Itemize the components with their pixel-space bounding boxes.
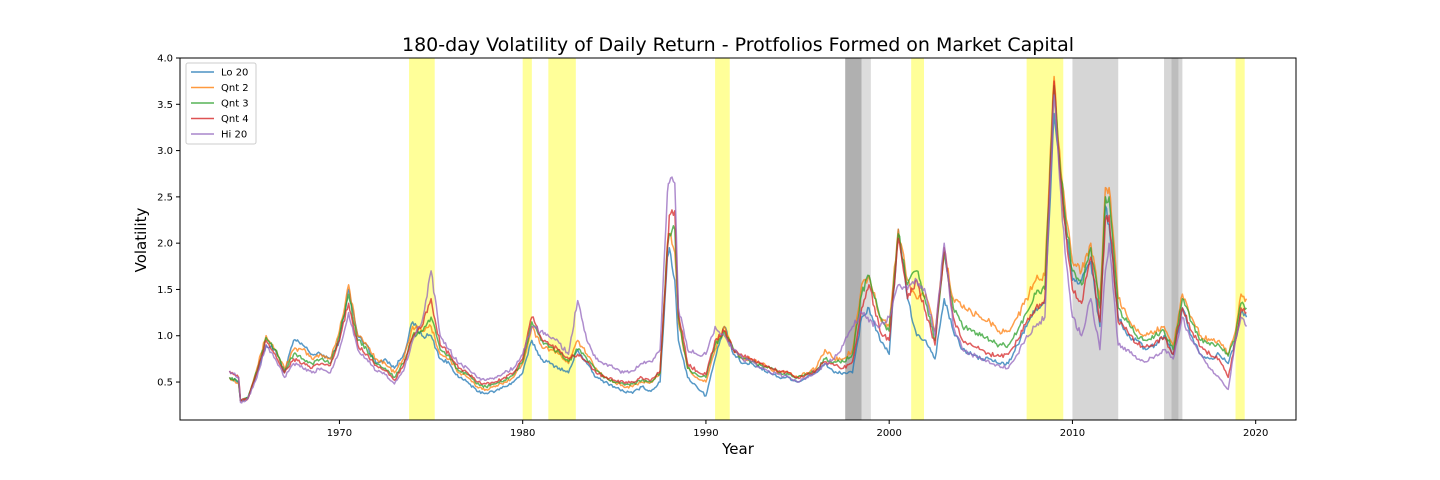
y-tick-label: 3.5 bbox=[157, 100, 173, 111]
y-axis-label: Volatility bbox=[132, 207, 150, 272]
x-tick-label: 1970 bbox=[327, 428, 352, 439]
shaded-region-6 bbox=[911, 58, 924, 420]
x-tick-label: 2000 bbox=[876, 428, 901, 439]
legend-label-2: Qnt 3 bbox=[221, 99, 249, 110]
shaded-region-9 bbox=[1164, 58, 1172, 420]
y-tick-label: 2.0 bbox=[157, 239, 173, 250]
y-tick-label: 0.5 bbox=[157, 378, 173, 389]
shaded-region-1 bbox=[522, 58, 532, 420]
legend-label-3: Qnt 4 bbox=[221, 114, 249, 125]
legend-label-1: Qnt 2 bbox=[221, 83, 249, 94]
shaded-region-7 bbox=[1026, 58, 1064, 420]
shaded-region-10 bbox=[1171, 58, 1179, 420]
x-tick-label: 1980 bbox=[510, 428, 535, 439]
x-tick-label: 2020 bbox=[1243, 428, 1268, 439]
y-tick-label: 2.5 bbox=[157, 192, 173, 203]
x-tick-label: 1990 bbox=[693, 428, 718, 439]
legend-label-0: Lo 20 bbox=[221, 68, 248, 79]
series-line-0 bbox=[228, 112, 1248, 402]
x-axis-label: Year bbox=[721, 440, 755, 458]
legend-box bbox=[185, 62, 257, 145]
shaded-region-11 bbox=[1178, 58, 1183, 420]
y-tick-label: 1.5 bbox=[157, 285, 173, 296]
x-axis-ticks: 1970 1980 1990 2000 2010 2020 bbox=[327, 420, 1268, 439]
series-lines bbox=[228, 75, 1248, 404]
shaded-region-12 bbox=[1235, 58, 1245, 420]
shaded-region-3 bbox=[715, 58, 730, 420]
shaded-region-0 bbox=[409, 58, 435, 420]
y-tick-label: 1.0 bbox=[157, 331, 173, 342]
chart-title: 180-day Volatility of Daily Return - Pro… bbox=[402, 34, 1074, 56]
y-axis-ticks: 0.5 1.0 1.5 2.0 2.5 3.0 3.5 4.0 bbox=[157, 54, 180, 389]
y-tick-label: 4.0 bbox=[157, 54, 173, 65]
y-tick-label: 3.0 bbox=[157, 146, 173, 157]
legend-label-4: Hi 20 bbox=[221, 130, 247, 141]
shaded-region-5 bbox=[861, 58, 871, 420]
series-line-4 bbox=[228, 94, 1248, 404]
legend: Lo 20 Qnt 2 Qnt 3 Qnt 4 Hi 20 bbox=[185, 62, 257, 145]
plot-frame bbox=[179, 57, 1297, 421]
x-tick-label: 2010 bbox=[1060, 428, 1085, 439]
